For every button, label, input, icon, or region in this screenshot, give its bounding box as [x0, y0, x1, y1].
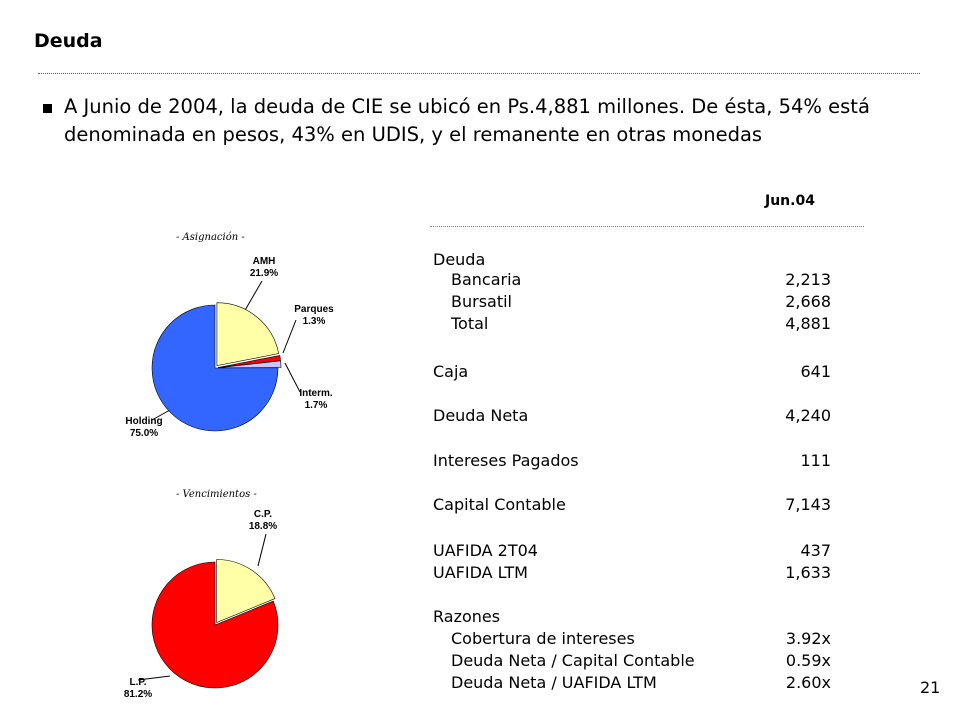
table-row: Total 4,881	[433, 314, 833, 334]
row-label: Deuda Neta	[433, 406, 529, 425]
page-number: 21	[920, 678, 941, 697]
table-row: Razones	[433, 607, 833, 627]
pie-label-holding-value: 75.0%	[129, 428, 159, 439]
row-value: 4,881	[785, 314, 831, 333]
leader-interm	[284, 362, 301, 393]
row-label: Razones	[433, 607, 501, 626]
pie-label-holding: Holding 75.0%	[122, 416, 166, 440]
row-value: 0.59x	[785, 651, 831, 670]
slide-title: Deuda	[34, 30, 103, 52]
pie-slice-amh	[216, 302, 280, 367]
title-divider	[38, 73, 920, 74]
leader-holding	[151, 409, 171, 421]
table-row: Bursatil 2,668	[433, 292, 833, 312]
table-row: Bancaria 2,213	[433, 270, 833, 290]
pie-asignacion	[151, 302, 282, 432]
table-row: Deuda Neta 4,240	[433, 406, 833, 426]
row-label: Deuda	[433, 250, 486, 269]
pie-label-amh-name: AMH	[252, 256, 276, 267]
row-label: UAFIDA 2T04	[433, 541, 538, 560]
row-value: 111	[800, 451, 831, 470]
pie-label-amh: AMH 21.9%	[246, 256, 282, 280]
row-label: Deuda Neta / Capital Contable	[451, 651, 695, 670]
row-label: Total	[451, 314, 489, 333]
bullet-text: A Junio de 2004, la deuda de CIE se ubic…	[64, 95, 870, 146]
column-header-jun04: Jun.04	[765, 193, 815, 209]
row-value: 4,240	[785, 406, 831, 425]
table-divider	[430, 226, 864, 227]
row-value: 2.60x	[785, 673, 831, 692]
row-value: 437	[800, 541, 831, 560]
table-row: Caja 641	[433, 362, 833, 382]
pie-label-lp-name: L.P.	[129, 677, 147, 688]
leader-amh	[243, 280, 263, 313]
row-label: Capital Contable	[433, 495, 566, 514]
pie-label-lp-value: 81.2%	[123, 689, 153, 700]
row-value: 3.92x	[785, 629, 831, 648]
pie-label-amh-value: 21.9%	[249, 268, 279, 279]
pie-label-interm: Interm. 1.7%	[294, 388, 338, 412]
table-row: Deuda	[433, 250, 833, 270]
table-row: Intereses Pagados 111	[433, 451, 833, 471]
leader-parques	[282, 319, 297, 354]
row-value: 7,143	[785, 495, 831, 514]
table-row: Cobertura de intereses 3.92x	[433, 629, 833, 649]
row-value: 2,213	[785, 270, 831, 289]
pie-label-cp-name: C.P.	[253, 509, 273, 520]
pie-label-interm-value: 1.7%	[304, 400, 328, 411]
pie-vencimientos	[151, 559, 279, 689]
leader-lines	[137, 280, 301, 681]
leader-lp	[137, 675, 171, 681]
pie-label-interm-name: Interm.	[299, 388, 333, 399]
chart-title-asignacion: - Asignación -	[176, 232, 245, 243]
pie-label-cp: C.P. 18.8%	[245, 509, 281, 533]
row-label: Caja	[433, 362, 469, 381]
row-label: Bancaria	[451, 270, 522, 289]
table-row: UAFIDA LTM 1,633	[433, 563, 833, 583]
table-row: Deuda Neta / UAFIDA LTM 2.60x	[433, 673, 833, 693]
pie-slice-lp	[151, 561, 279, 689]
chart-title-vencimientos: - Vencimientos -	[176, 489, 257, 500]
table-row: Deuda Neta / Capital Contable 0.59x	[433, 651, 833, 671]
pie-label-parques-value: 1.3%	[302, 316, 326, 327]
pie-label-holding-name: Holding	[125, 416, 163, 427]
bullet-marker	[43, 104, 52, 113]
row-label: Deuda Neta / UAFIDA LTM	[451, 673, 657, 692]
leader-cp	[257, 533, 267, 567]
row-value: 641	[800, 362, 831, 381]
row-value: 2,668	[785, 292, 831, 311]
row-label: Bursatil	[451, 292, 512, 311]
pie-label-parques: Parques 1.3%	[290, 304, 338, 328]
table-row: UAFIDA 2T04 437	[433, 541, 833, 561]
pie-slice-interm	[217, 360, 282, 369]
row-label: Cobertura de intereses	[451, 629, 635, 648]
pie-label-parques-name: Parques	[294, 304, 334, 315]
pie-label-lp: L.P. 81.2%	[118, 677, 158, 701]
row-label: UAFIDA LTM	[433, 563, 528, 582]
pie-slice-cp	[216, 559, 276, 623]
table-row: Capital Contable 7,143	[433, 495, 833, 515]
row-label: Intereses Pagados	[433, 451, 579, 470]
pie-label-cp-value: 18.8%	[248, 521, 278, 532]
row-value: 1,633	[785, 563, 831, 582]
pie-slice-holding	[151, 304, 279, 432]
